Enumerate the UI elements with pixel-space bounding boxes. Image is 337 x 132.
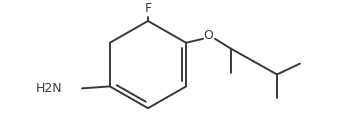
Text: O: O [203,29,213,42]
Text: H2N: H2N [35,82,62,95]
Text: F: F [145,2,152,15]
